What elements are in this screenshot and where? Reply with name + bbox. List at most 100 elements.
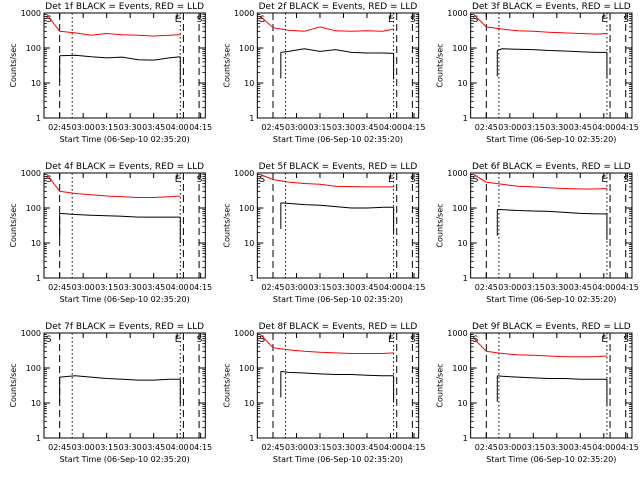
x-tick-label: 02:45: [261, 283, 284, 292]
x-axis-label: Start Time (06-Sep-10 02:35:20): [60, 295, 190, 304]
x-tick-label: 03:30: [545, 443, 568, 452]
y-tick-label: 10: [31, 79, 41, 88]
y-tick-label: 10: [244, 399, 254, 408]
start-marker-label: S: [259, 175, 265, 185]
start-marker-label: S: [623, 15, 629, 25]
x-tick-label: 03:00: [498, 443, 521, 452]
x-tick-label: 03:45: [569, 443, 592, 452]
start-marker-label: S: [623, 335, 629, 345]
start-marker-label: S: [410, 335, 416, 345]
x-axis-label: Start Time (06-Sep-10 02:35:20): [273, 295, 403, 304]
y-axis-label: Counts/sec: [222, 43, 231, 87]
y-tick-label: 1000: [447, 169, 467, 178]
start-marker-label: S: [259, 15, 265, 25]
plot-frame: [43, 12, 206, 119]
x-tick-label: 02:45: [48, 123, 71, 132]
chart-title: Det 9f BLACK = Events, RED = LLD: [472, 322, 631, 332]
x-tick-label: 02:45: [261, 123, 284, 132]
x-tick-label: 04:15: [616, 283, 639, 292]
x-tick-label: 03:45: [142, 443, 165, 452]
end-marker-label: E: [601, 335, 607, 345]
chart-panel-2: Det 2f BLACK = Events, RED = LLD 1 10 100 10…: [222, 2, 425, 144]
x-tick-label: 03:00: [285, 123, 308, 132]
y-tick-label: 1000: [234, 169, 254, 178]
x-tick-label: 02:45: [475, 443, 498, 452]
chart-panel-8: Det 8f BLACK = Events, RED = LLD 1 10 100 10…: [222, 322, 425, 464]
y-tick-label: 1: [463, 274, 468, 283]
end-marker-label: E: [601, 15, 607, 25]
x-tick-label: 03:15: [308, 283, 331, 292]
plot-frame: [470, 332, 633, 439]
x-tick-label: 03:45: [355, 443, 378, 452]
x-tick-label: 03:30: [332, 443, 355, 452]
x-tick-label: 04:15: [616, 443, 639, 452]
plot-frame: [256, 332, 420, 439]
lld-series-line: [46, 14, 181, 37]
lld-series-line: [46, 174, 181, 198]
y-tick-label: 100: [452, 364, 467, 373]
y-tick-label: 1: [249, 434, 254, 443]
x-axis-label: Start Time (06-Sep-10 02:35:20): [60, 455, 190, 464]
y-tick-label: 1000: [234, 9, 254, 18]
y-tick-label: 1: [463, 114, 468, 123]
chart-panel-5: Det 5f BLACK = Events, RED = LLD 1 10 100 10…: [222, 162, 425, 304]
x-tick-label: 04:00: [592, 123, 615, 132]
chart-title: Det 2f BLACK = Events, RED = LLD: [259, 2, 418, 12]
events-series-line: [497, 209, 607, 215]
chart-title: Det 8f BLACK = Events, RED = LLD: [259, 322, 418, 332]
start-marker-label: S: [197, 175, 203, 185]
events-series-line: [280, 370, 394, 377]
y-tick-label: 100: [239, 364, 254, 373]
x-tick-label: 04:00: [379, 283, 402, 292]
x-tick-label: 04:15: [189, 443, 212, 452]
y-tick-label: 10: [457, 399, 467, 408]
x-tick-label: 03:15: [308, 123, 331, 132]
x-tick-label: 03:45: [142, 123, 165, 132]
x-tick-label: 03:15: [95, 443, 118, 452]
x-axis-label: Start Time (06-Sep-10 02:35:20): [273, 455, 403, 464]
events-series-line: [59, 54, 181, 61]
y-axis-label: Counts/sec: [9, 43, 18, 87]
x-tick-label: 04:15: [402, 443, 425, 452]
x-tick-label: 03:15: [308, 443, 331, 452]
lld-series-line: [473, 338, 607, 358]
x-tick-label: 03:15: [522, 443, 545, 452]
y-tick-label: 100: [239, 44, 254, 53]
lld-series-line: [260, 334, 394, 354]
events-series-line: [59, 212, 181, 218]
chart-title: Det 3f BLACK = Events, RED = LLD: [472, 2, 631, 12]
y-tick-label: 100: [26, 44, 41, 53]
y-axis-label: Counts/sec: [436, 43, 445, 87]
chart-panel-6: Det 6f BLACK = Events, RED = LLD 1 10 100 10…: [436, 162, 639, 304]
y-axis-label: Counts/sec: [436, 203, 445, 247]
events-series-line: [280, 48, 394, 54]
end-marker-label: E: [175, 335, 181, 345]
x-tick-label: 03:45: [355, 123, 378, 132]
plot-frame: [43, 332, 206, 439]
x-axis-label: Start Time (06-Sep-10 02:35:20): [273, 135, 403, 144]
end-marker-label: E: [175, 15, 181, 25]
x-tick-label: 03:30: [119, 443, 142, 452]
x-tick-label: 02:45: [475, 123, 498, 132]
chart-title: Det 5f BLACK = Events, RED = LLD: [259, 162, 418, 172]
y-axis-label: Counts/sec: [222, 203, 231, 247]
x-tick-label: 04:15: [402, 123, 425, 132]
x-axis-label: Start Time (06-Sep-10 02:35:20): [486, 455, 616, 464]
start-marker-label: S: [197, 15, 203, 25]
y-tick-label: 100: [26, 204, 41, 213]
chart-panel-7: Det 7f BLACK = Events, RED = LLD 1 10 100 10…: [9, 322, 212, 464]
y-tick-label: 100: [239, 204, 254, 213]
x-tick-label: 03:00: [285, 283, 308, 292]
end-marker-label: E: [388, 335, 394, 345]
y-tick-label: 1000: [21, 9, 41, 18]
x-tick-label: 03:15: [95, 283, 118, 292]
x-tick-label: 03:30: [545, 123, 568, 132]
chart-panel-9: Det 9f BLACK = Events, RED = LLD 1 10 100 10…: [436, 322, 639, 464]
x-tick-label: 03:30: [332, 283, 355, 292]
x-tick-label: 04:00: [379, 123, 402, 132]
plot-frame: [256, 172, 420, 279]
x-tick-label: 03:00: [72, 283, 95, 292]
y-tick-label: 1000: [447, 329, 467, 338]
y-tick-label: 1000: [21, 329, 41, 338]
start-marker-label: S: [473, 15, 479, 25]
